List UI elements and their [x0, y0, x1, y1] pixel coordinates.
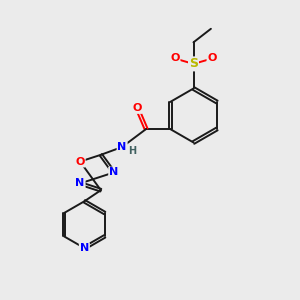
Text: H: H	[129, 146, 137, 157]
Text: S: S	[189, 57, 198, 70]
Text: O: O	[207, 53, 217, 64]
Text: O: O	[170, 53, 180, 64]
Text: N: N	[118, 142, 127, 152]
Text: O: O	[75, 157, 85, 166]
Text: O: O	[132, 103, 142, 113]
Text: N: N	[75, 178, 85, 188]
Text: N: N	[80, 243, 89, 253]
Text: N: N	[109, 167, 118, 178]
